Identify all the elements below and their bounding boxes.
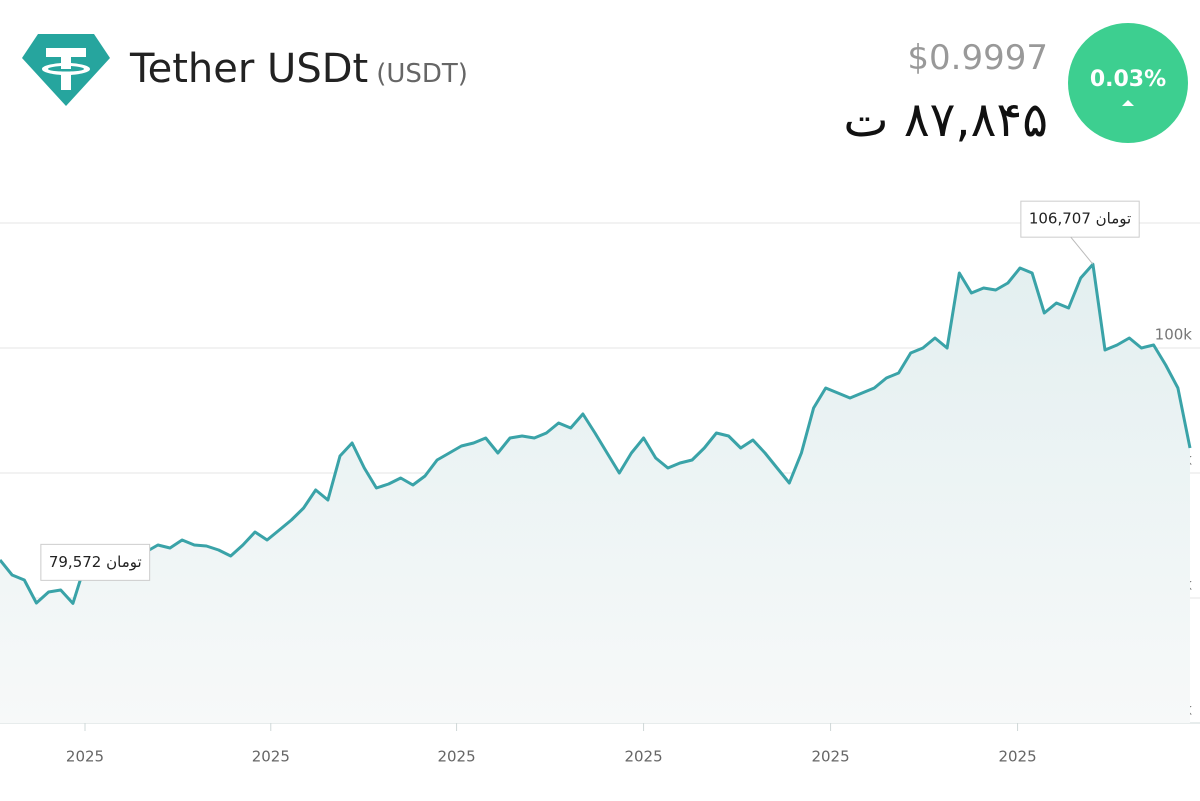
- coin-symbol: (USDT): [376, 59, 468, 89]
- change-text: 0.03%: [1089, 67, 1167, 92]
- x-tick-label: 2025: [811, 748, 849, 766]
- x-tick-label: 2025: [252, 748, 290, 766]
- annotation-box: [40, 543, 151, 581]
- annotation: 79,572 تومان: [40, 543, 151, 581]
- annotation-label: 79,572 تومان: [49, 553, 142, 571]
- annotation: 106,707 تومان: [1020, 200, 1140, 265]
- up-arrow: [1122, 100, 1134, 106]
- price-usd: $0.9997: [907, 38, 1048, 78]
- coin-name: Tether USDt (USDT): [130, 46, 468, 92]
- x-tick-label: 2025: [998, 748, 1036, 766]
- annotation-box: [1020, 200, 1140, 238]
- price-toman: ۸۷,۸۴۵ ت: [843, 92, 1048, 148]
- change-badge: 0.03%: [1068, 23, 1188, 143]
- x-tick-label: 2025: [66, 748, 104, 766]
- coin-name-text: Tether USDt: [130, 46, 369, 92]
- y-tick-label: 100k: [1155, 326, 1193, 344]
- x-tick-label: 2025: [624, 748, 662, 766]
- x-tick-label: 2025: [437, 748, 475, 766]
- logo: [22, 34, 110, 106]
- line: [0, 262, 1192, 605]
- annotation-label: 106,707 تومان: [1029, 210, 1131, 228]
- area: [0, 264, 1190, 723]
- annotation-leader: [1070, 236, 1094, 265]
